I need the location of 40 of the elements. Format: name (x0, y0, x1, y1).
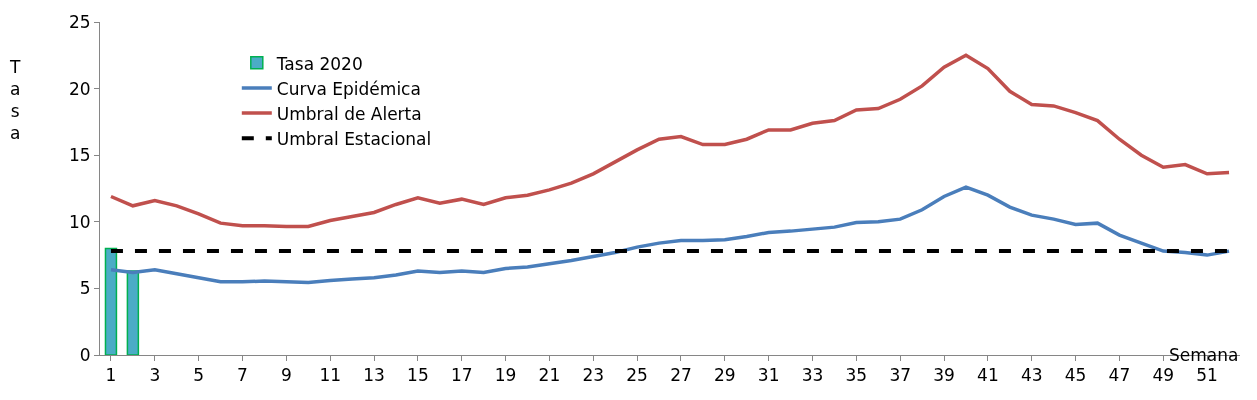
x-tick-label: 13 (363, 365, 385, 386)
x-tick-label: 19 (494, 365, 517, 386)
x-tick-label: 43 (1020, 365, 1043, 386)
line-series (109, 185, 1231, 285)
x-tick-label: 27 (670, 365, 692, 386)
x-tick-label: 25 (626, 365, 648, 386)
y-tick-label: 20 (68, 78, 91, 99)
x-tick-label: 31 (757, 365, 780, 386)
x-tick-label: 51 (1196, 365, 1218, 386)
y-tick-label: 10 (68, 211, 91, 232)
x-tick-label: 11 (319, 365, 342, 386)
x-tick-label: 5 (193, 365, 205, 386)
x-tick-label: 15 (407, 365, 429, 386)
x-tick-label: 45 (1064, 365, 1087, 386)
x-tick-label: 3 (149, 365, 161, 386)
x-tick-label: 21 (538, 365, 561, 386)
x-tick-label: 29 (713, 365, 736, 386)
line-series (109, 53, 1231, 229)
legend-label: Umbral de Alerta (276, 103, 422, 124)
x-tick-label: 49 (1152, 365, 1175, 386)
x-tick-label: 41 (977, 365, 999, 386)
x-tick-label: 47 (1108, 365, 1131, 386)
legend-label: Curva Epidémica (276, 78, 421, 99)
legend-label: Umbral Estacional (276, 128, 432, 149)
x-tick-label: 39 (933, 365, 955, 386)
y-tick-label: 0 (79, 344, 91, 365)
y-tick-label: 5 (79, 278, 91, 299)
x-tick-label: 33 (801, 365, 824, 386)
x-tick-label: 35 (845, 365, 868, 386)
x-tick-label: 17 (450, 365, 473, 386)
x-tick-label: 1 (105, 365, 117, 386)
x-tick-label: 9 (280, 365, 292, 386)
legend-label: Tasa 2020 (275, 53, 363, 74)
x-tick-label: 37 (889, 365, 912, 386)
x-tick-label: 7 (237, 365, 248, 386)
y-axis-title: Tasa (9, 57, 21, 144)
x-axis-title: Semana (1169, 345, 1239, 365)
y-tick-label: 15 (68, 145, 91, 166)
y-tick-label: 25 (68, 11, 91, 32)
x-tick-label: 23 (582, 365, 605, 386)
